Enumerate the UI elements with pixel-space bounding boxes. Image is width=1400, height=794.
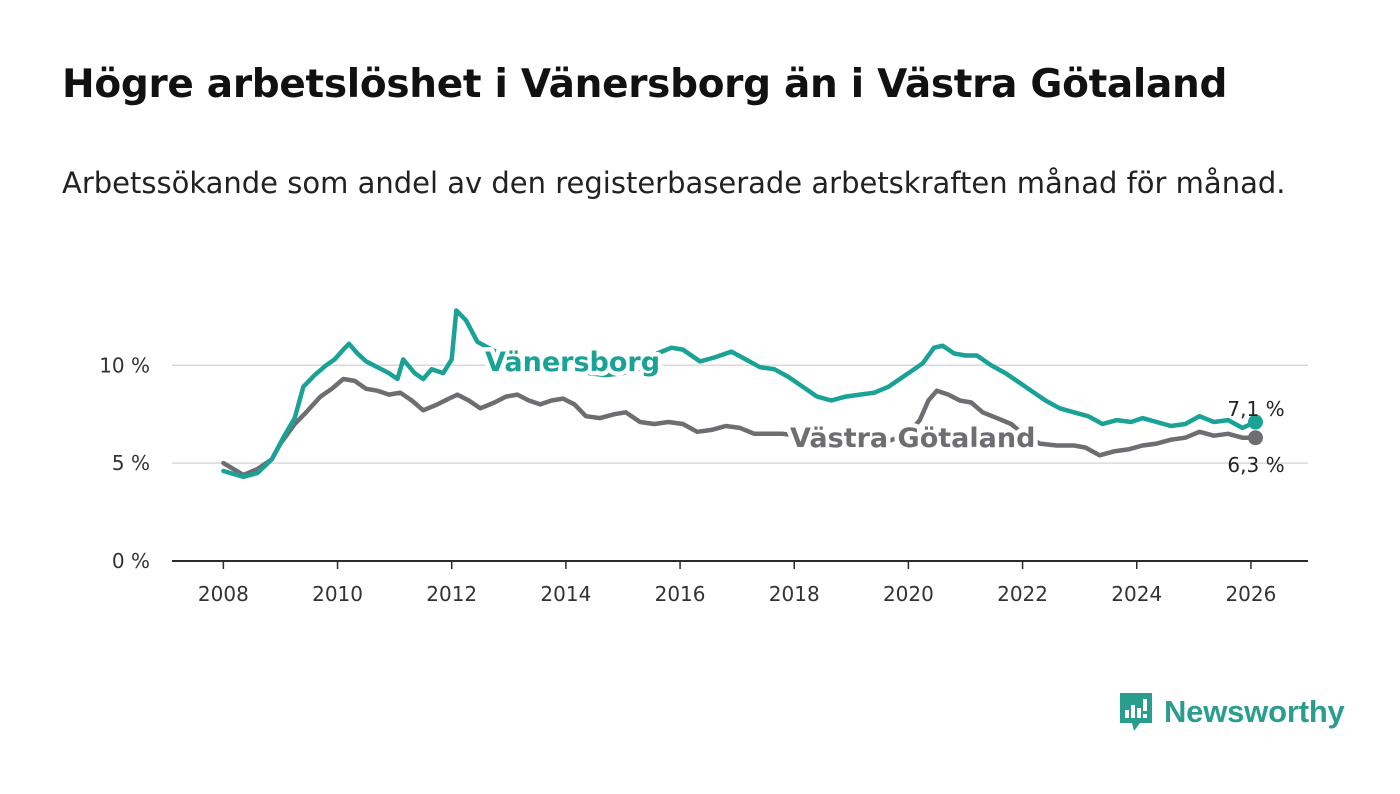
x-tick-label: 2010 xyxy=(312,582,363,606)
y-tick-label: 10 % xyxy=(99,353,150,377)
x-tick-label: 2026 xyxy=(1225,582,1276,606)
chart-title: Högre arbetslöshet i Vänersborg än i Väs… xyxy=(62,62,1228,107)
end-value-label-vastra-gotaland: 6,3 % xyxy=(1227,453,1284,477)
x-tick-label: 2020 xyxy=(883,582,934,606)
gridlines xyxy=(172,364,1308,562)
x-tick-label: 2014 xyxy=(540,582,591,606)
series-endpoint-vanersborg xyxy=(1247,414,1263,430)
series-label-vanersborg: Vänersborg xyxy=(485,347,660,378)
x-tick-label: 2024 xyxy=(1111,582,1162,606)
chart-subtitle: Arbetssökande som andel av den registerb… xyxy=(62,166,1286,200)
x-tick-label: 2018 xyxy=(769,582,820,606)
series-line-vastra-gotaland xyxy=(221,376,1258,478)
series-lines xyxy=(221,308,1263,480)
series-label-vastra-gotaland: Västra Götaland xyxy=(790,423,1035,454)
x-tick-label: 2022 xyxy=(997,582,1048,606)
end-value-label-vanersborg: 7,1 % xyxy=(1227,397,1284,421)
x-tick-label: 2008 xyxy=(198,582,249,606)
y-tick-label: 0 % xyxy=(112,549,150,573)
brand-logo: Newsworthy xyxy=(1118,690,1345,734)
y-tick-label: 5 % xyxy=(112,451,150,475)
x-tick-label: 2012 xyxy=(426,582,477,606)
series-endpoint-vastra-gotaland xyxy=(1247,430,1263,446)
newsworthy-logo-icon xyxy=(1120,693,1152,731)
brand-name: Newsworthy xyxy=(1164,694,1345,729)
x-tick-label: 2016 xyxy=(655,582,706,606)
series-labels: Vänersborg Västra Götaland 7,1 % 6,3 % xyxy=(481,343,1285,478)
series-line-vanersborg xyxy=(221,308,1258,480)
axis-ticks: 0 % 5 % 10 % 2008 2010 2012 2014 2016 2018 2020 20… xyxy=(99,353,1276,606)
